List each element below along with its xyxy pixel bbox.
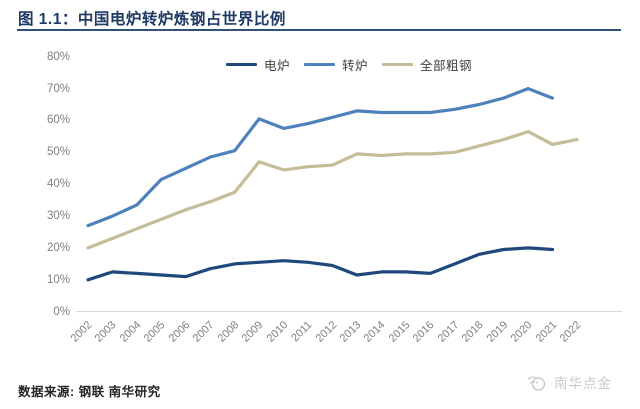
y-tick-label: 70% (46, 82, 70, 95)
series-line-eaf (86, 246, 555, 282)
watermark: 南华点金 (525, 370, 612, 394)
legend-label-bof: 转炉 (341, 59, 368, 73)
legend-swatch-eaf (225, 62, 257, 67)
y-tick-label: 50% (46, 146, 70, 159)
y-tick-label: 80% (46, 50, 70, 63)
legend-label-crude_steel: 全部粗钢 (420, 59, 473, 73)
legend-item-bof: 转炉 (303, 55, 368, 74)
y-tick-label: 60% (46, 114, 70, 127)
legend-item-eaf: 电炉 (225, 55, 290, 74)
chart-legend: 电炉 转炉 全部粗钢 (76, 55, 622, 74)
nanhua-logo-icon (527, 376, 546, 391)
y-tick-label: 30% (46, 210, 70, 223)
series-line-crude_steel (86, 130, 579, 250)
legend-swatch-bof (303, 62, 335, 67)
legend-label-eaf: 电炉 (263, 59, 290, 73)
legend-item-crude_steel: 全部粗钢 (382, 55, 472, 74)
x-axis-line (76, 311, 622, 312)
series-line-bof (86, 86, 555, 228)
watermark-text: 南华点金 (554, 376, 612, 391)
y-tick-label: 10% (46, 273, 70, 286)
data-source-note: 数据来源: 钢联 南华研究 (18, 385, 161, 399)
y-tick-label: 20% (46, 241, 70, 254)
legend-swatch-crude_steel (382, 62, 413, 67)
y-tick-label: 0% (53, 305, 70, 318)
figure-title: 图 1.1：中国电炉转炉炼钢占世界比例 (18, 11, 286, 28)
title-underline (17, 29, 621, 31)
y-tick-label: 40% (46, 178, 70, 191)
